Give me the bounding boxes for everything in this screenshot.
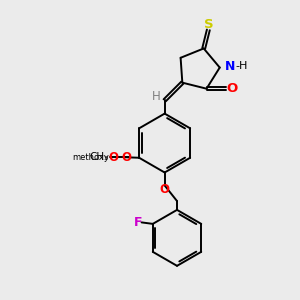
Text: N: N: [225, 60, 236, 73]
Text: methoxy: methoxy: [72, 153, 109, 162]
Text: O: O: [121, 151, 131, 164]
Text: CH₃: CH₃: [90, 152, 109, 162]
Text: -H: -H: [235, 61, 247, 71]
Text: F: F: [134, 216, 142, 229]
Text: H: H: [152, 90, 161, 103]
Text: O: O: [226, 82, 237, 95]
Text: S: S: [203, 18, 213, 31]
Text: O: O: [109, 151, 118, 164]
Text: O: O: [160, 183, 170, 196]
